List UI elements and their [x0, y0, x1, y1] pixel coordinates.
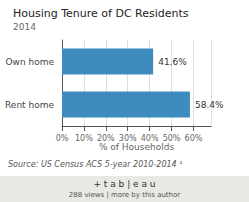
svg-text:40%: 40%: [141, 134, 159, 143]
svg-text:60%: 60%: [185, 134, 203, 143]
svg-text:10%: 10%: [75, 134, 93, 143]
svg-text:288 views | more by this autho: 288 views | more by this author: [69, 191, 181, 199]
svg-text:Rent home: Rent home: [5, 100, 54, 110]
svg-text:50%: 50%: [163, 134, 181, 143]
svg-text:0%: 0%: [56, 134, 69, 143]
svg-text:Source: US Census ACS 5-year 2: Source: US Census ACS 5-year 2010-2014 ¹: [8, 160, 182, 169]
svg-text:58.4%: 58.4%: [195, 100, 224, 110]
svg-text:Housing Tenure of DC Residents: Housing Tenure of DC Residents: [13, 7, 189, 20]
svg-text:20%: 20%: [97, 134, 115, 143]
svg-text:2014: 2014: [13, 22, 36, 32]
svg-text:+ t a b | e a u: + t a b | e a u: [93, 179, 155, 189]
svg-text:Own home: Own home: [5, 57, 54, 67]
svg-text:41.6%: 41.6%: [158, 57, 187, 67]
svg-text:30%: 30%: [119, 134, 137, 143]
svg-text:% of Households: % of Households: [99, 142, 175, 152]
